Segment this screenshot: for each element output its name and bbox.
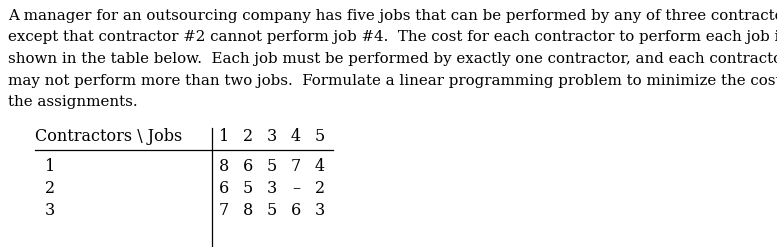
Text: 8: 8	[219, 158, 229, 175]
Text: except that contractor #2 cannot perform job #4.  The cost for each contractor t: except that contractor #2 cannot perform…	[8, 30, 777, 44]
Text: 3: 3	[315, 202, 325, 219]
Text: 3: 3	[267, 128, 277, 145]
Text: 5: 5	[267, 158, 277, 175]
Text: 1: 1	[45, 158, 55, 175]
Text: 6: 6	[291, 202, 301, 219]
Text: A manager for an outsourcing company has five jobs that can be performed by any : A manager for an outsourcing company has…	[8, 9, 777, 23]
Text: 5: 5	[267, 202, 277, 219]
Text: 1: 1	[219, 128, 229, 145]
Text: –: –	[292, 180, 300, 197]
Text: may not perform more than two jobs.  Formulate a linear programming problem to m: may not perform more than two jobs. Form…	[8, 74, 777, 87]
Text: 7: 7	[291, 158, 301, 175]
Text: the assignments.: the assignments.	[8, 95, 138, 109]
Text: 6: 6	[243, 158, 253, 175]
Text: 2: 2	[315, 180, 325, 197]
Text: 4: 4	[291, 128, 301, 145]
Text: 8: 8	[243, 202, 253, 219]
Text: 2: 2	[243, 128, 253, 145]
Text: shown in the table below.  Each job must be performed by exactly one contractor,: shown in the table below. Each job must …	[8, 52, 777, 66]
Text: 7: 7	[219, 202, 229, 219]
Text: 5: 5	[315, 128, 325, 145]
Text: 5: 5	[243, 180, 253, 197]
Text: 4: 4	[315, 158, 325, 175]
Text: 2: 2	[45, 180, 55, 197]
Text: 3: 3	[267, 180, 277, 197]
Text: Contractors \ Jobs: Contractors \ Jobs	[35, 128, 183, 145]
Text: 3: 3	[45, 202, 55, 219]
Text: 6: 6	[219, 180, 229, 197]
